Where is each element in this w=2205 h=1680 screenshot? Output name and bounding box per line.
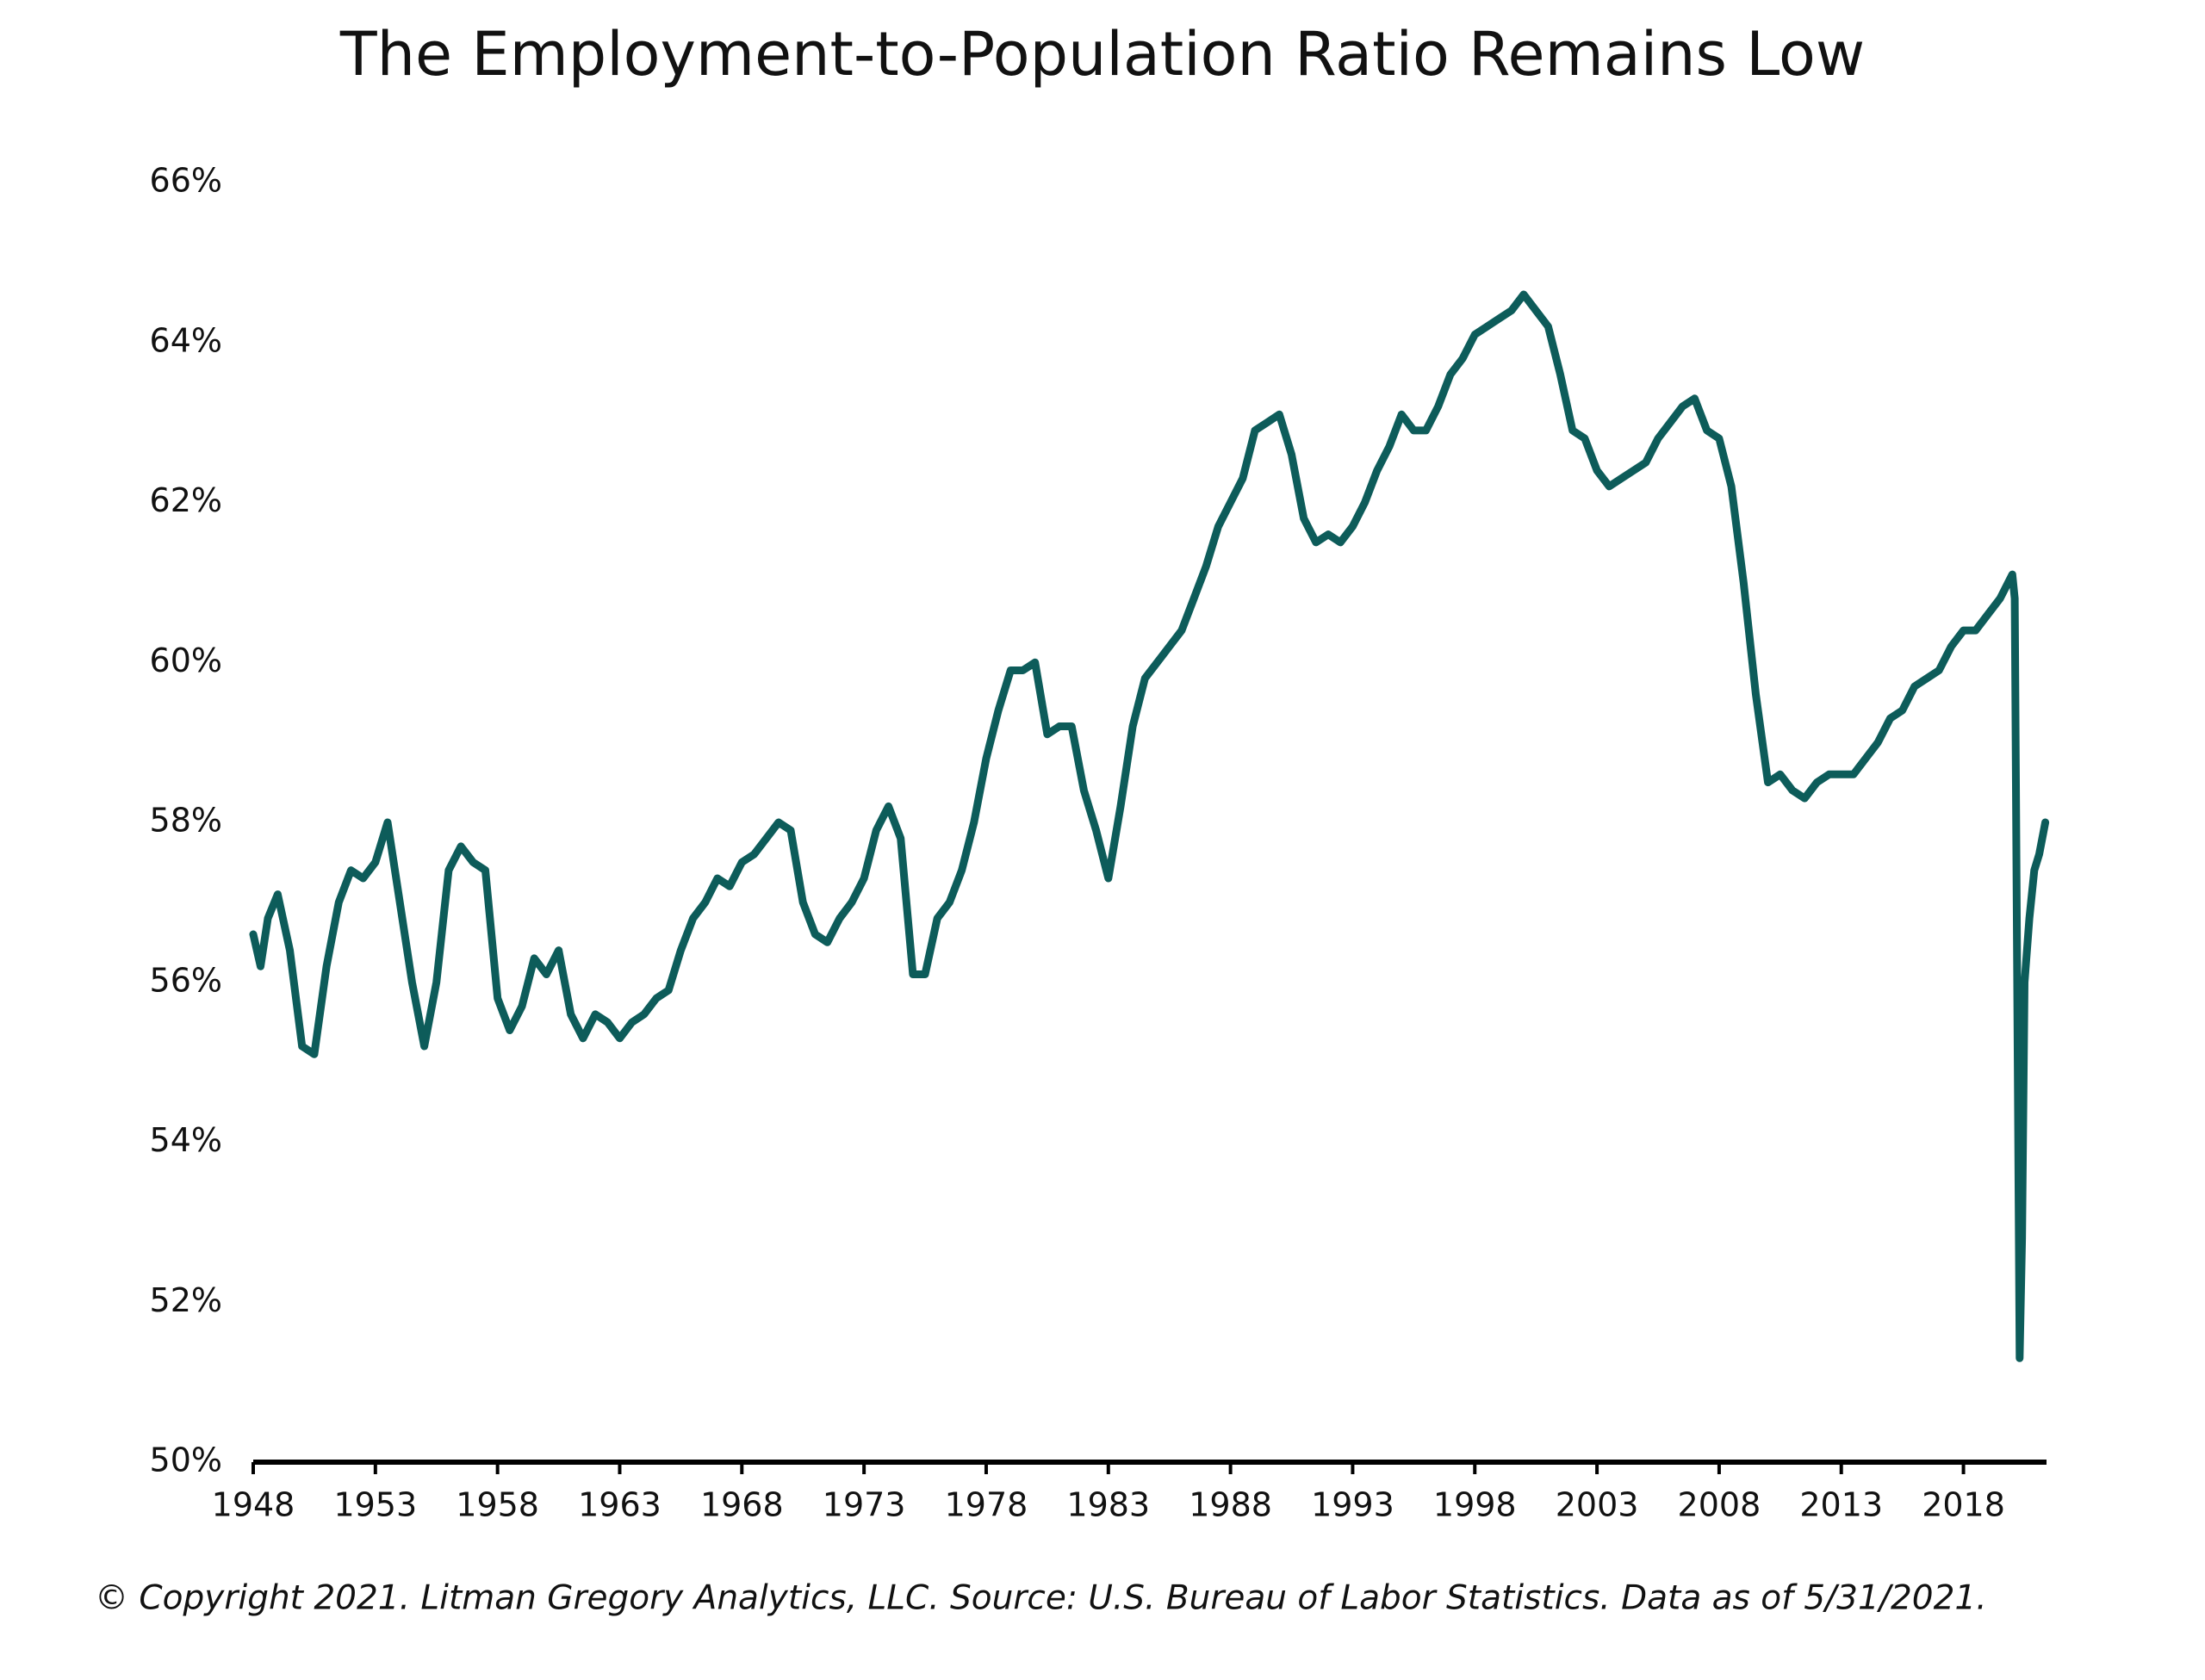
y-tick-label: 64%: [150, 321, 222, 359]
y-tick-label: 62%: [150, 481, 222, 519]
x-tick-label: 1978: [945, 1486, 1028, 1524]
y-tick-label: 60%: [150, 642, 222, 679]
x-tick-label: 1998: [1433, 1486, 1517, 1524]
x-tick-label: 2003: [1556, 1486, 1639, 1524]
y-tick-label: 66%: [150, 162, 222, 200]
x-tick-label: 1963: [578, 1486, 662, 1524]
x-tick-label: 1988: [1189, 1486, 1272, 1524]
y-tick-label: 56%: [150, 961, 222, 999]
x-tick-label: 1968: [700, 1486, 784, 1524]
x-tick-label: 2008: [1678, 1486, 1761, 1524]
line-series: [249, 290, 2050, 1362]
x-tick-label: 1983: [1066, 1486, 1150, 1524]
x-tick-label: 1953: [333, 1486, 417, 1524]
x-tick-label: 1958: [456, 1486, 539, 1524]
x-tick-label: 2013: [1799, 1486, 1883, 1524]
x-tick-label: 1993: [1311, 1486, 1394, 1524]
x-tick-label: 1973: [823, 1486, 906, 1524]
chart-title: The Employment-to-Population Ratio Remai…: [339, 19, 1865, 90]
footnote: © Copyright 2021. Litman Gregory Analyti…: [95, 1579, 1987, 1618]
x-tick-label: 2018: [1922, 1486, 2005, 1524]
y-tick-label: 58%: [150, 802, 222, 840]
y-tick-label: 54%: [150, 1121, 222, 1159]
x-tick-label: 1948: [212, 1486, 295, 1524]
y-tick-label: 50%: [150, 1441, 222, 1479]
y-tick-label: 52%: [150, 1281, 222, 1319]
